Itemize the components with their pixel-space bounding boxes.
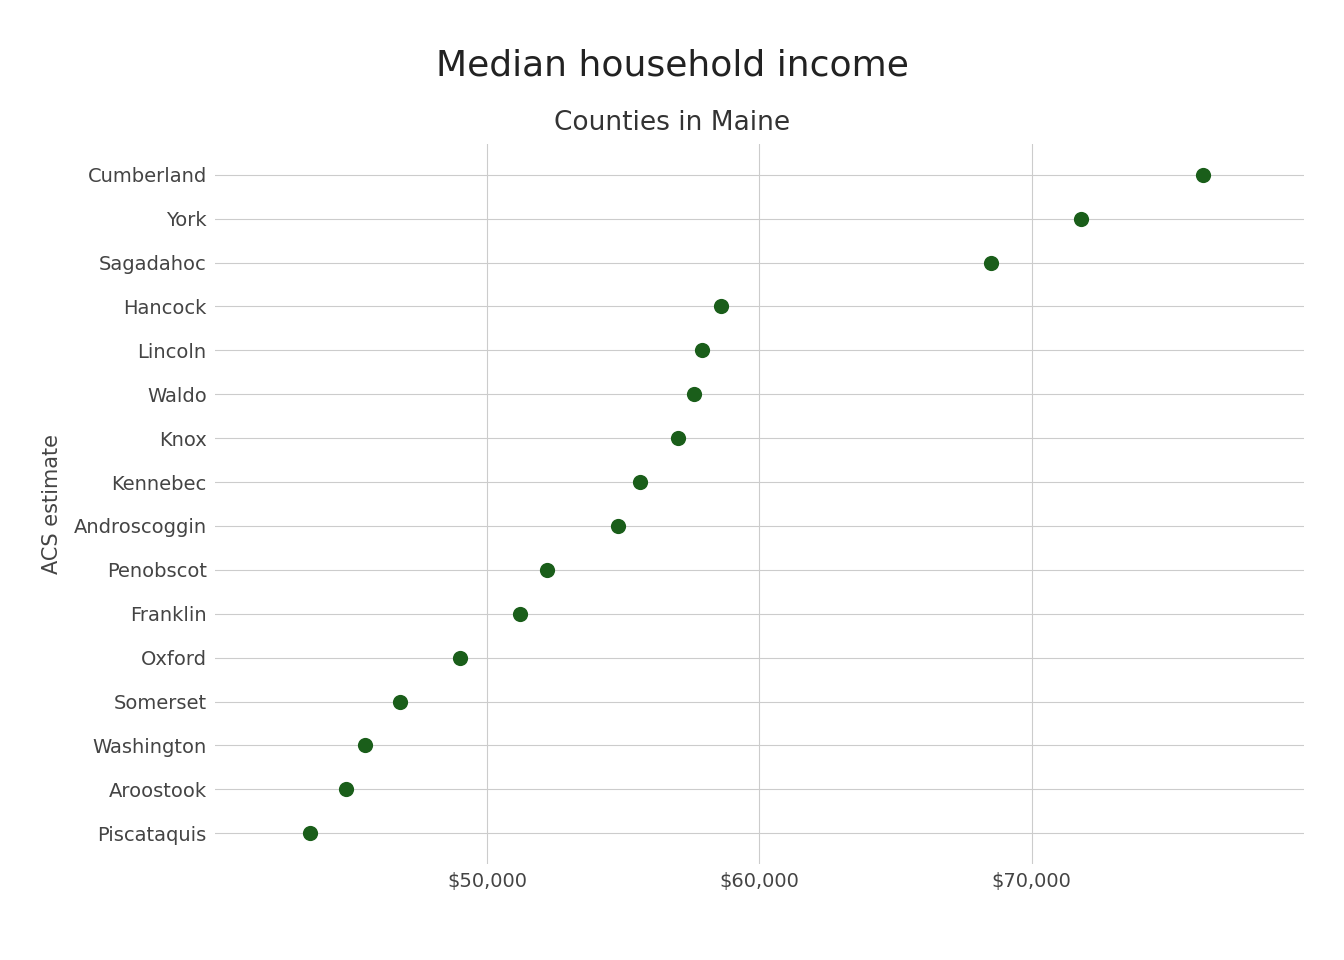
Point xyxy=(509,606,531,621)
Point xyxy=(683,387,704,402)
Point xyxy=(667,430,688,445)
Point xyxy=(1070,211,1091,227)
Y-axis label: ACS estimate: ACS estimate xyxy=(43,434,62,574)
Point xyxy=(691,343,712,358)
Point xyxy=(1192,167,1214,182)
Point xyxy=(335,781,356,797)
Point xyxy=(536,563,558,578)
Text: Median household income: Median household income xyxy=(435,48,909,82)
Point xyxy=(300,826,321,841)
Point xyxy=(711,299,732,314)
Point xyxy=(449,650,470,665)
Point xyxy=(607,518,629,534)
Point xyxy=(629,474,650,490)
Text: Counties in Maine: Counties in Maine xyxy=(554,110,790,136)
Point xyxy=(353,738,375,754)
Point xyxy=(390,694,411,709)
Point xyxy=(980,254,1001,270)
